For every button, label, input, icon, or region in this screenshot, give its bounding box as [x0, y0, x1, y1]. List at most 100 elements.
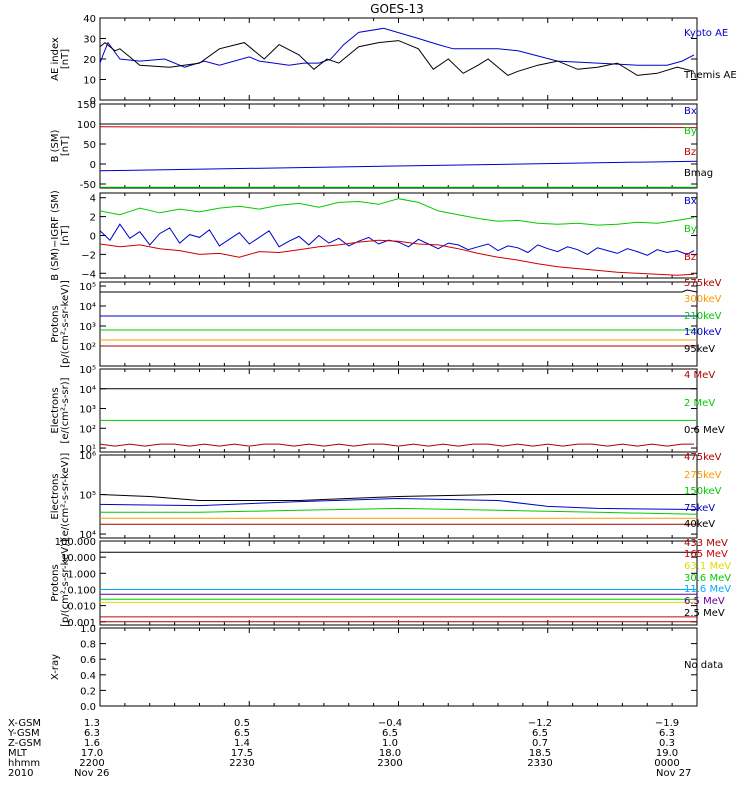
y-tick-label: 10⁶ [79, 451, 96, 462]
panel-frame [99, 192, 698, 279]
y-tick-label: 100 [77, 120, 96, 131]
y-tick-label: 0.4 [80, 671, 96, 682]
footer-value: 6.3 [84, 728, 100, 739]
panel-electrons-mageds: 10⁴ 10⁵ 10⁶ Electrons [e/(cm²-s-sr-keV)] 475k… [50, 451, 722, 541]
legend-entry: Bz [684, 252, 696, 263]
footer-row-label: hhmm [8, 758, 40, 769]
y-axis-label: B (SM)−IGRF (SM) [50, 190, 61, 281]
series-line-75kev [99, 497, 698, 510]
legend-entry: Themis AE [683, 70, 737, 81]
legend-entry: 575keV [684, 278, 722, 289]
y-tick-label: −2 [81, 250, 96, 261]
y-tick-label: 0 [90, 232, 96, 243]
y-axis-label: [p/(cm²-s-sr-keV)] [60, 539, 71, 627]
footer-value: 19.0 [656, 748, 678, 759]
legend-entry: No data [684, 660, 723, 671]
legend-entry: Bmag [684, 168, 713, 179]
y-tick-label: 50 [83, 140, 96, 151]
footer-value: 6.5 [532, 728, 548, 739]
footer-value: 6.3 [659, 728, 675, 739]
series-line-bx [99, 223, 695, 256]
y-axis-label: X-ray [50, 654, 61, 680]
y-axis-label: Electrons [50, 473, 61, 519]
legend-entry: 75keV [684, 503, 715, 514]
y-tick-label: 0 [90, 160, 96, 171]
footer-value: 2230 [229, 758, 254, 769]
panel-bsm: -50 0 50 100 150 B (SM) [nT] Bx By Bz Bmag [50, 100, 713, 191]
footer-row-label: 2010 [8, 768, 33, 779]
footer-value: 18.5 [529, 748, 551, 759]
y-tick-label: 10⁵ [79, 365, 96, 376]
y-axis-label: [e/(cm²-s-sr)] [60, 377, 71, 443]
footer-value: 1.0 [382, 738, 398, 749]
footer-value: 0.3 [659, 738, 675, 749]
panel-electrons-epead: 10¹ 10² 10³ 10⁴ 10⁵ Electrons [e/(cm²-s-sr)] 4 … [50, 365, 725, 455]
y-axis-label: AE index [50, 37, 61, 81]
panel-xray: 0.0 0.2 0.4 0.6 0.8 1.0 X-ray No data [50, 624, 723, 713]
y-tick-label: 0.2 [80, 686, 96, 697]
footer-value: 17.5 [231, 748, 253, 759]
footer-row-label: MLT [8, 748, 28, 759]
panel-ae: 0 10 20 30 40 AE index [nT] Kyoto AE Themis AE [50, 14, 737, 107]
legend-entry: 11.6 MeV [684, 584, 731, 595]
legend-entry: 140keV [684, 327, 722, 338]
legend-entry: 95keV [684, 344, 715, 355]
y-axis-label: [p/(cm²-s-sr-keV)] [60, 280, 71, 368]
y-tick-label: 0.8 [80, 640, 96, 651]
legend-entry: 475keV [684, 452, 722, 463]
y-tick-label: 0.010 [67, 602, 96, 613]
series-line-bz [99, 126, 698, 129]
footer-row-label: Z-GSM [8, 738, 41, 749]
y-tick-label: 10.000 [61, 553, 96, 564]
y-axis-label: [e/(cm²-s-sr-keV)] [60, 453, 71, 541]
y-tick-label: 0.6 [80, 655, 96, 666]
y-tick-label: 30 [83, 35, 96, 46]
panel-bdiff: −4 −2 0 2 4 B (SM)−IGRF (SM) [nT] Bx By Bz [50, 190, 698, 281]
y-tick-label: 0 [90, 96, 96, 107]
legend-entry: 0.6 MeV [684, 425, 725, 436]
series-line-40kev [99, 494, 697, 501]
panel-frame [99, 17, 698, 101]
y-tick-label: 10⁵ [79, 282, 96, 293]
legend-entry: 30.6 MeV [684, 573, 731, 584]
legend-entry: 275keV [684, 470, 722, 481]
y-tick-label: 10 [83, 76, 96, 87]
y-axis-label: [nT] [60, 136, 71, 156]
legend-entry: 2.5 MeV [684, 608, 725, 619]
series-line-themis-ae [99, 40, 695, 76]
footer-value: 0.5 [234, 718, 250, 729]
y-axis-label: Protons [50, 305, 61, 342]
footer-value: −0.4 [378, 718, 402, 729]
footer-value: 1.3 [84, 718, 100, 729]
y-tick-label: −4 [81, 269, 96, 280]
footer-value: −1.9 [655, 718, 679, 729]
y-tick-label: 10³ [79, 405, 96, 416]
y-tick-label: 10⁴ [79, 530, 96, 541]
panel-frame [99, 103, 698, 189]
series-line-by [99, 198, 695, 226]
footer-value: 1.6 [84, 738, 100, 749]
legend-entry: 63.1 MeV [684, 561, 731, 572]
panel-frame [99, 368, 698, 453]
footer-value: 0.7 [532, 738, 548, 749]
legend-entry: 300keV [684, 294, 722, 305]
footer-value: 2330 [527, 758, 552, 769]
series-line-4-mev [99, 443, 694, 447]
series-line-kyoto-ae [99, 27, 695, 68]
y-tick-label: 1.0 [80, 624, 96, 635]
series-line-bx [99, 160, 698, 172]
y-tick-label: 10² [79, 424, 96, 435]
y-axis-label: B (SM) [50, 129, 61, 162]
legend-entry: Bx [684, 106, 697, 117]
footer-value: 1.4 [234, 738, 250, 749]
y-axis-label: [nT] [60, 49, 71, 69]
y-tick-label: 10² [79, 342, 96, 353]
panel-frame [99, 281, 698, 367]
legend-entry: 210keV [684, 311, 722, 322]
legend-entry: 4 MeV [684, 370, 715, 381]
legend-entry: 40keV [684, 519, 715, 530]
legend-entry: By [684, 224, 697, 235]
footer-value: Nov 27 [656, 768, 691, 779]
footer-value: 2300 [377, 758, 402, 769]
y-tick-label: 10⁴ [79, 385, 96, 396]
